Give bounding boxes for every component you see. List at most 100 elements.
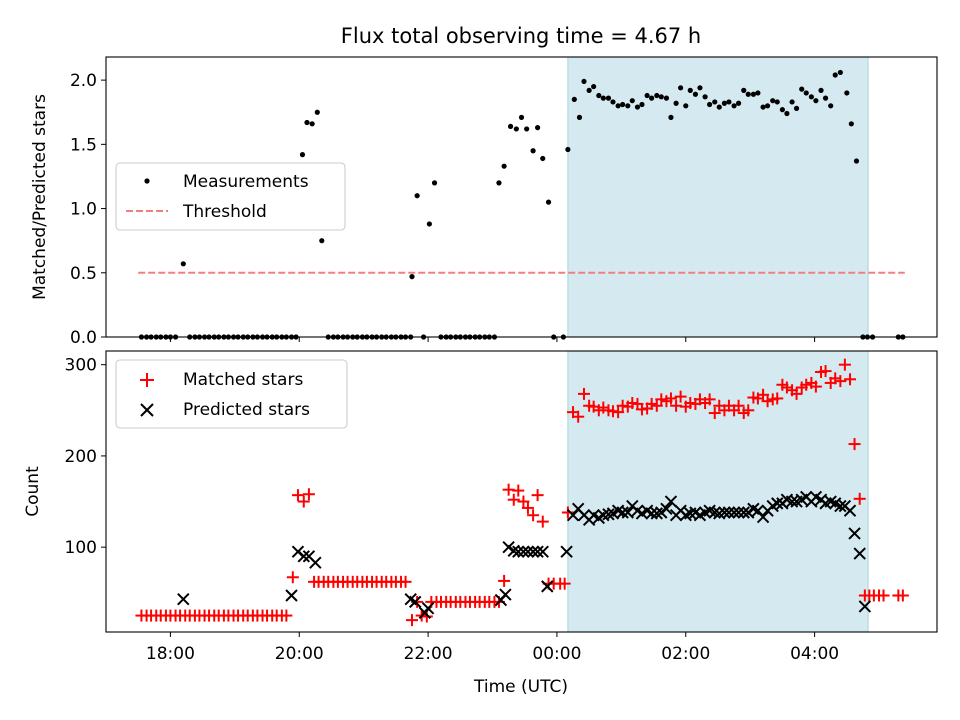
measurement-point xyxy=(844,90,850,96)
measurement-point xyxy=(687,87,693,93)
measurement-point xyxy=(770,98,776,104)
predicted-star-point xyxy=(848,527,861,540)
measurement-point xyxy=(750,91,757,97)
top-y-tick-label: 0.0 xyxy=(70,328,97,348)
x-tick-label: 18:00 xyxy=(146,644,195,664)
measurement-point xyxy=(745,91,751,97)
matched-star-point xyxy=(780,381,793,394)
measurement-point xyxy=(309,121,315,127)
bottom-axes-frame xyxy=(105,350,938,633)
matched-star-point xyxy=(819,365,832,378)
matched-star-point xyxy=(527,509,540,522)
bottom-y-axis-label: Count xyxy=(23,466,43,517)
matched-star-point xyxy=(577,387,590,400)
x-axis-label: Time (UTC) xyxy=(473,677,568,697)
measurement-point xyxy=(803,90,809,96)
chart-title: Flux total observing time = 4.67 h xyxy=(341,24,701,48)
measurement-point xyxy=(615,103,621,109)
x-tick-label: 00:00 xyxy=(532,644,581,664)
measurement-point xyxy=(663,95,670,101)
measurement-point xyxy=(540,155,546,162)
measurement-point xyxy=(813,98,819,104)
predicted-star-point xyxy=(858,600,872,613)
matched-star-point xyxy=(853,492,866,505)
measurement-point xyxy=(507,123,514,129)
predicted-star-point xyxy=(517,545,530,558)
bottom-shaded-interval xyxy=(567,350,869,633)
measurement-point xyxy=(299,152,306,158)
top-y-tick-label: 2.0 xyxy=(70,71,97,91)
x-tick-label: 22:00 xyxy=(404,644,453,664)
measurement-point xyxy=(535,125,541,131)
measurement-point xyxy=(668,114,674,120)
predicted-star-point xyxy=(785,495,799,508)
matched-star-point xyxy=(291,489,304,502)
matched-star-point xyxy=(399,575,412,588)
measurement-point xyxy=(799,86,805,92)
predicted-star-point xyxy=(732,506,745,519)
predicted-star-point xyxy=(722,506,736,519)
measurement-point xyxy=(832,72,838,78)
predicted-star-point xyxy=(616,506,629,519)
top-y-tick-label: 1.5 xyxy=(70,135,97,155)
measurements-series xyxy=(138,69,906,340)
predicted-star-point xyxy=(531,545,544,558)
measurement-point xyxy=(828,103,834,109)
predicted-star-point xyxy=(853,547,866,560)
predicted-star-point xyxy=(177,592,190,606)
measurement-point xyxy=(764,103,771,109)
matched-star-point xyxy=(302,488,315,501)
matched-star-point xyxy=(708,407,721,420)
predicted-star-point xyxy=(843,504,857,517)
measurement-point xyxy=(610,99,616,105)
predicted-star-point xyxy=(521,545,535,558)
predicted-star-point xyxy=(621,506,634,519)
matched-star-point xyxy=(800,378,813,391)
x-tick-label: 20:00 xyxy=(275,644,324,664)
measurement-point xyxy=(678,85,684,91)
legend-measurements-label: Measurements xyxy=(183,172,309,192)
matched-star-point xyxy=(280,609,293,622)
measurement-point xyxy=(654,92,660,99)
predicted-stars-series xyxy=(177,490,872,620)
matched-star-point xyxy=(650,399,663,412)
predicted-star-point xyxy=(742,506,755,519)
matched-star-point xyxy=(597,401,610,414)
matched-star-point xyxy=(877,589,890,602)
measurement-point xyxy=(818,87,824,93)
measurement-point xyxy=(644,92,650,99)
predicted-star-point xyxy=(560,545,573,558)
matched-star-point xyxy=(896,589,909,602)
x-tick-label: 04:00 xyxy=(790,644,839,664)
top-panel: 0.00.51.01.52.0 Matched/Predicted stars … xyxy=(30,56,938,348)
matched-star-point xyxy=(531,489,544,502)
measurement-point xyxy=(571,96,577,102)
predicted-star-point xyxy=(645,507,658,520)
legend-measurements-marker xyxy=(144,178,150,184)
measurement-point xyxy=(524,126,530,132)
measurement-point xyxy=(848,121,854,127)
bottom-legend: Matched stars Predicted stars xyxy=(115,359,348,429)
measurement-point xyxy=(658,94,664,100)
matched-star-point xyxy=(420,610,433,623)
measurement-point xyxy=(565,146,571,153)
measurement-point xyxy=(726,99,732,105)
predicted-star-point xyxy=(526,545,540,558)
predicted-star-point xyxy=(536,545,549,558)
matched-star-point xyxy=(757,388,770,401)
measurement-point xyxy=(513,126,519,132)
bottom-y-tick-label: 300 xyxy=(65,356,97,376)
matched-star-point xyxy=(790,387,803,400)
bottom-axis-ticks: 100 200 300 18:00 20:00 22:00 00:00 02:00 04:00 xyxy=(65,356,840,664)
predicted-star-point xyxy=(297,550,310,563)
measurement-point xyxy=(596,92,602,99)
measurement-point xyxy=(741,87,747,93)
matched-star-point xyxy=(572,410,585,423)
matched-stars-series xyxy=(135,358,909,627)
measurement-point xyxy=(600,95,606,101)
predicted-star-point xyxy=(756,510,770,524)
matched-star-point xyxy=(848,438,861,451)
top-axes-frame xyxy=(105,56,938,338)
measurement-point xyxy=(853,158,860,164)
predicted-star-point xyxy=(655,506,668,519)
